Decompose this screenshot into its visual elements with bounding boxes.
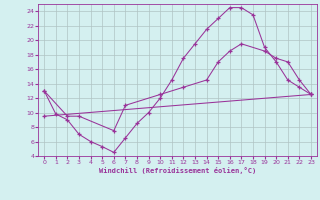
X-axis label: Windchill (Refroidissement éolien,°C): Windchill (Refroidissement éolien,°C) xyxy=(99,167,256,174)
